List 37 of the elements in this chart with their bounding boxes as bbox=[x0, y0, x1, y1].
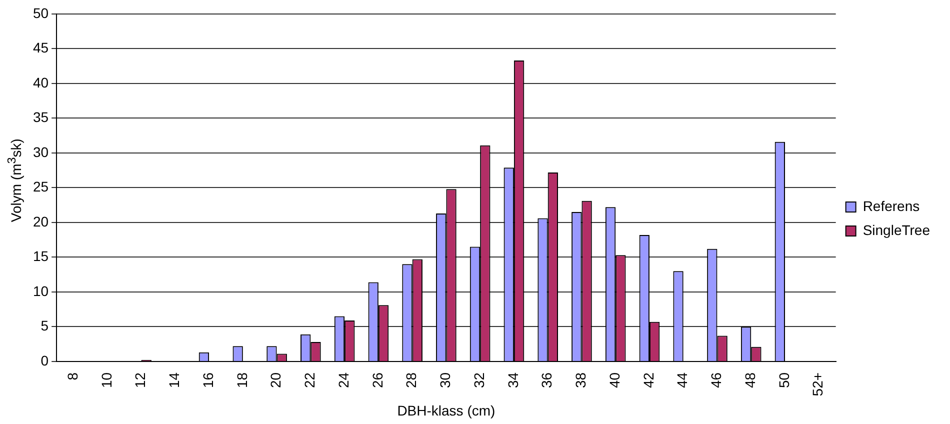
x-axis-title: DBH-klass (cm) bbox=[397, 402, 496, 418]
x-tick-label: 34 bbox=[504, 372, 521, 388]
x-tick-label: 40 bbox=[606, 372, 622, 388]
x-tick-label: 38 bbox=[572, 372, 589, 388]
x-tick-label: 20 bbox=[268, 372, 284, 388]
y-tick-label: 20 bbox=[32, 213, 49, 230]
y-tick-label: 50 bbox=[32, 4, 49, 21]
x-tick-label: 30 bbox=[437, 372, 454, 388]
x-tick-label: 48 bbox=[742, 372, 758, 388]
y-tick-label: 0 bbox=[40, 352, 49, 368]
legend-label: SingleTree bbox=[862, 222, 930, 238]
x-tick-label: 28 bbox=[403, 372, 420, 388]
y-tick-label: 45 bbox=[32, 40, 49, 56]
x-tick-label: 22 bbox=[302, 372, 318, 388]
x-tick-label: 24 bbox=[335, 372, 352, 388]
x-tick-label: 50 bbox=[776, 372, 792, 388]
y-tick-label: 10 bbox=[32, 282, 49, 299]
x-tick-label: 14 bbox=[166, 372, 182, 388]
x-tick-label: 10 bbox=[98, 372, 114, 388]
y-tick-label: 25 bbox=[32, 178, 49, 195]
x-tick-label: 42 bbox=[640, 372, 656, 388]
x-tick-label: 12 bbox=[132, 372, 148, 388]
y-tick-label: 30 bbox=[32, 144, 49, 160]
y-tick-label: 5 bbox=[40, 318, 49, 334]
y-tick-label: 35 bbox=[32, 109, 49, 126]
x-tick-label: 32 bbox=[470, 372, 487, 388]
x-tick-label: 8 bbox=[64, 372, 80, 380]
x-tick-label: 16 bbox=[200, 372, 216, 388]
legend-label: Referens bbox=[862, 198, 920, 214]
x-tick-label: 18 bbox=[234, 372, 250, 388]
x-tick-label: 36 bbox=[538, 372, 555, 388]
x-tick-label: 44 bbox=[674, 372, 690, 388]
x-tick-label: 46 bbox=[708, 372, 724, 388]
x-tick-label: 26 bbox=[369, 372, 386, 388]
y-tick-label: 15 bbox=[32, 248, 49, 264]
y-tick-label: 40 bbox=[32, 74, 49, 90]
x-tick-label: 52+ bbox=[810, 372, 826, 396]
